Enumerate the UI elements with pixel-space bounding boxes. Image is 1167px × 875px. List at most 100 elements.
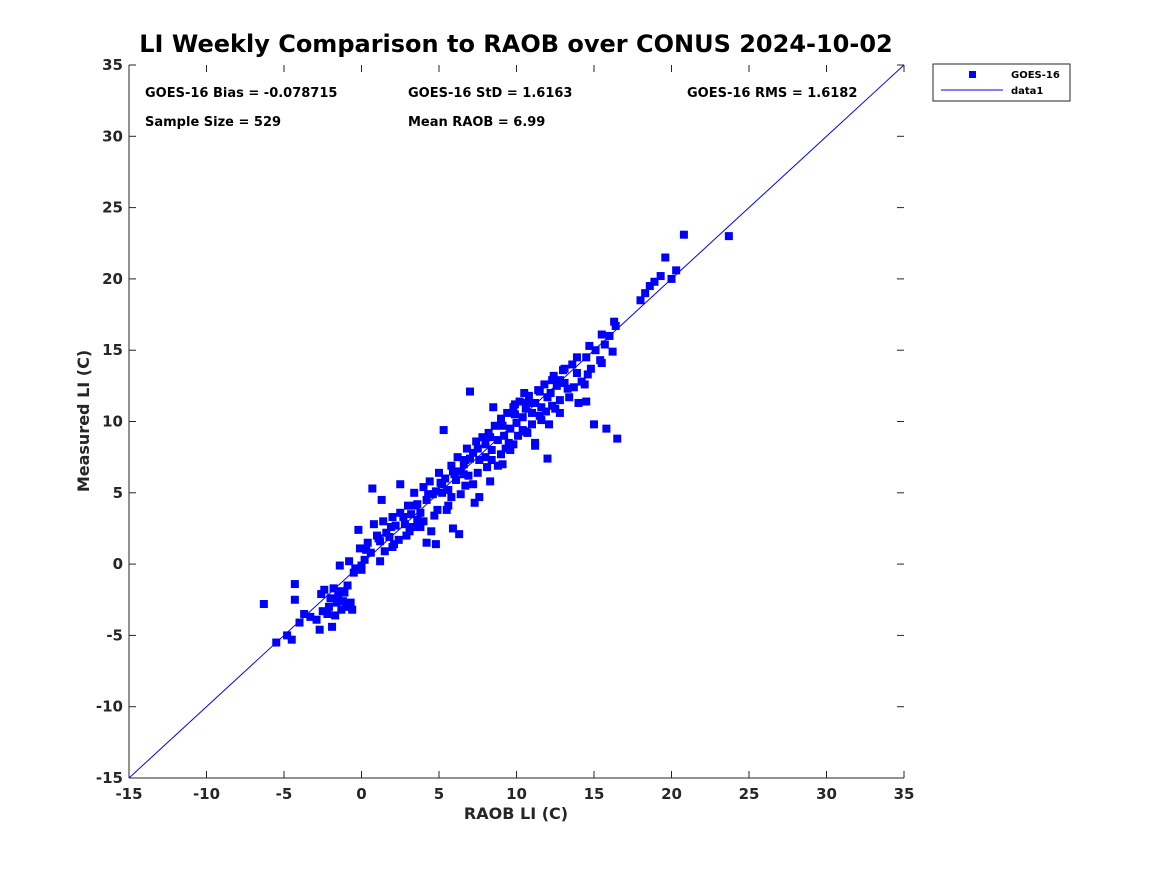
data-point	[360, 555, 369, 564]
data-point	[342, 602, 350, 611]
data-point	[650, 277, 659, 286]
x-tick-label: -10	[193, 785, 220, 803]
data-point	[487, 456, 496, 465]
data-point	[455, 530, 464, 539]
data-point	[335, 561, 344, 570]
data-point	[324, 602, 333, 611]
data-point	[548, 376, 557, 385]
x-tick-label: 25	[739, 785, 760, 803]
data-point	[498, 421, 507, 430]
data-point	[422, 538, 431, 547]
data-point	[506, 424, 515, 433]
data-point	[438, 488, 447, 497]
data-point	[591, 346, 600, 355]
data-point	[493, 436, 502, 445]
data-point	[416, 508, 425, 517]
y-tick-label: 25	[102, 199, 123, 217]
data-point	[497, 450, 505, 459]
data-point	[461, 481, 470, 490]
data-point	[295, 618, 304, 627]
data-point	[661, 253, 670, 262]
data-point	[334, 591, 343, 600]
data-point	[287, 635, 296, 644]
data-point	[283, 631, 292, 640]
data-point	[506, 446, 515, 455]
data-point	[388, 513, 397, 522]
data-point	[520, 388, 529, 397]
data-point	[486, 477, 495, 486]
data-point	[394, 535, 403, 544]
x-tick-label: 35	[894, 785, 915, 803]
data-point	[433, 505, 442, 514]
data-point	[444, 485, 453, 494]
data-point	[448, 524, 457, 533]
data-point	[555, 408, 564, 417]
data-point	[425, 477, 434, 486]
data-point	[447, 493, 456, 502]
data-point	[436, 478, 445, 487]
data-point	[641, 289, 650, 298]
y-axis-ticks: -15 -10 -5 0 5 10 15 20 25 30 35	[96, 56, 904, 787]
data-point	[329, 584, 338, 593]
data-point	[528, 420, 536, 429]
data-point	[679, 230, 688, 239]
data-point	[518, 426, 527, 435]
data-point	[504, 438, 513, 447]
data-point	[535, 411, 544, 420]
data-point	[523, 428, 532, 437]
data-point	[473, 444, 482, 453]
y-axis-label: Measured LI (C)	[74, 350, 93, 492]
y-tick-label: -15	[96, 769, 123, 787]
data-point	[568, 360, 577, 369]
data-point	[602, 424, 611, 433]
data-point	[453, 453, 462, 462]
x-tick-label: 15	[584, 785, 605, 803]
data-point	[569, 383, 578, 392]
data-point	[419, 483, 428, 492]
data-point	[535, 387, 544, 396]
data-point	[259, 600, 268, 609]
data-point	[574, 398, 583, 407]
data-point	[376, 557, 385, 566]
data-point	[509, 440, 518, 449]
data-point	[541, 407, 550, 416]
data-point	[484, 428, 493, 437]
data-point	[386, 523, 395, 532]
data-point	[351, 564, 360, 573]
data-point	[515, 397, 524, 406]
data-point	[442, 505, 451, 514]
data-point	[555, 396, 564, 405]
data-point	[555, 376, 564, 385]
data-point	[510, 410, 519, 419]
data-point	[385, 533, 394, 542]
data-point	[545, 420, 554, 429]
data-point	[328, 622, 337, 631]
data-point	[349, 568, 358, 577]
data-point	[369, 520, 378, 529]
x-tick-label: 5	[434, 785, 444, 803]
data-point	[611, 321, 620, 330]
data-point	[396, 508, 405, 517]
x-tick-label: 0	[356, 785, 366, 803]
y-tick-label: 5	[113, 484, 123, 502]
data-point	[306, 612, 315, 621]
data-point	[340, 588, 349, 597]
data-point	[552, 381, 561, 390]
data-point	[431, 487, 440, 496]
y-tick-label: 35	[102, 56, 123, 74]
x-axis-ticks: -15 -10 -5 0 5 10 15 20 25 30 35	[115, 65, 914, 803]
data-point	[422, 495, 431, 504]
statistics-annotations: GOES-16 Bias = -0.078715 GOES-16 StD = 1…	[145, 86, 857, 130]
reference-line	[129, 65, 904, 778]
data-point	[597, 330, 606, 339]
data-point	[490, 421, 499, 430]
data-point	[597, 359, 606, 368]
data-point	[346, 598, 355, 607]
data-point	[551, 404, 560, 413]
data-point	[459, 460, 468, 469]
x-tick-label: -5	[276, 785, 293, 803]
data-point	[323, 610, 332, 619]
data-point	[290, 580, 299, 589]
data-point	[379, 517, 388, 526]
